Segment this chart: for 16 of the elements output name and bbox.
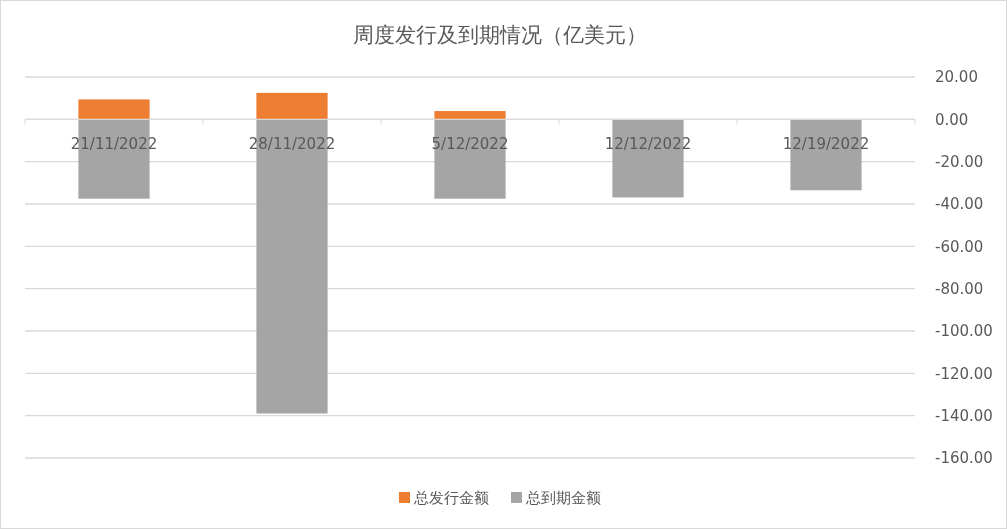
y-tick-label: -100.00 <box>935 322 993 341</box>
y-tick-label: -20.00 <box>935 152 984 171</box>
bar <box>78 99 150 120</box>
legend-label: 总发行金额 <box>413 489 489 507</box>
y-tick-label: -80.00 <box>935 279 984 298</box>
y-tick-label: -140.00 <box>935 406 993 425</box>
chart-title: 周度发行及到期情况（亿美元） <box>353 23 647 47</box>
bar <box>256 92 328 120</box>
y-tick-label: -40.00 <box>935 195 984 214</box>
y-tick-label: -120.00 <box>935 364 993 383</box>
y-tick-label: -60.00 <box>935 237 984 256</box>
legend-label: 总到期金额 <box>525 489 601 507</box>
bar <box>434 111 506 120</box>
y-tick-label: 20.00 <box>935 68 978 87</box>
y-tick-label: 0.00 <box>935 110 969 129</box>
y-tick-label: -160.00 <box>935 449 993 468</box>
